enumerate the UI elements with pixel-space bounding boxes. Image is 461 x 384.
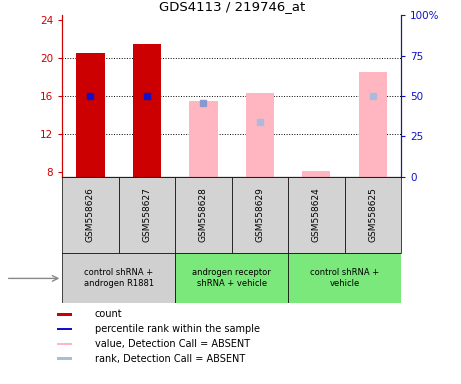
Text: GSM558624: GSM558624: [312, 188, 321, 242]
Text: rank, Detection Call = ABSENT: rank, Detection Call = ABSENT: [95, 354, 245, 364]
Bar: [359, 72, 387, 177]
Text: GSM558627: GSM558627: [142, 188, 152, 242]
Bar: [175, 177, 231, 253]
Bar: [77, 53, 105, 177]
Text: GSM558626: GSM558626: [86, 188, 95, 242]
Text: control shRNA +
vehicle: control shRNA + vehicle: [310, 268, 379, 288]
Bar: [133, 44, 161, 177]
Bar: [57, 343, 72, 345]
Text: percentile rank within the sample: percentile rank within the sample: [95, 324, 260, 334]
Bar: [288, 253, 401, 303]
Bar: [57, 358, 72, 360]
Text: control shRNA +
androgen R1881: control shRNA + androgen R1881: [83, 268, 154, 288]
Text: androgen receptor
shRNA + vehicle: androgen receptor shRNA + vehicle: [192, 268, 271, 288]
Text: count: count: [95, 310, 123, 319]
Bar: [246, 93, 274, 177]
Text: GSM558629: GSM558629: [255, 188, 265, 242]
Bar: [288, 177, 344, 253]
Bar: [62, 177, 118, 253]
Text: GSM558628: GSM558628: [199, 188, 208, 242]
Bar: [62, 253, 175, 303]
Bar: [302, 171, 331, 177]
Title: GDS4113 / 219746_at: GDS4113 / 219746_at: [159, 0, 305, 13]
Bar: [231, 177, 288, 253]
Bar: [175, 253, 288, 303]
Bar: [57, 328, 72, 330]
Text: GSM558625: GSM558625: [368, 188, 378, 242]
Bar: [344, 177, 401, 253]
Text: value, Detection Call = ABSENT: value, Detection Call = ABSENT: [95, 339, 250, 349]
Bar: [118, 177, 175, 253]
Bar: [189, 101, 218, 177]
Bar: [57, 313, 72, 316]
